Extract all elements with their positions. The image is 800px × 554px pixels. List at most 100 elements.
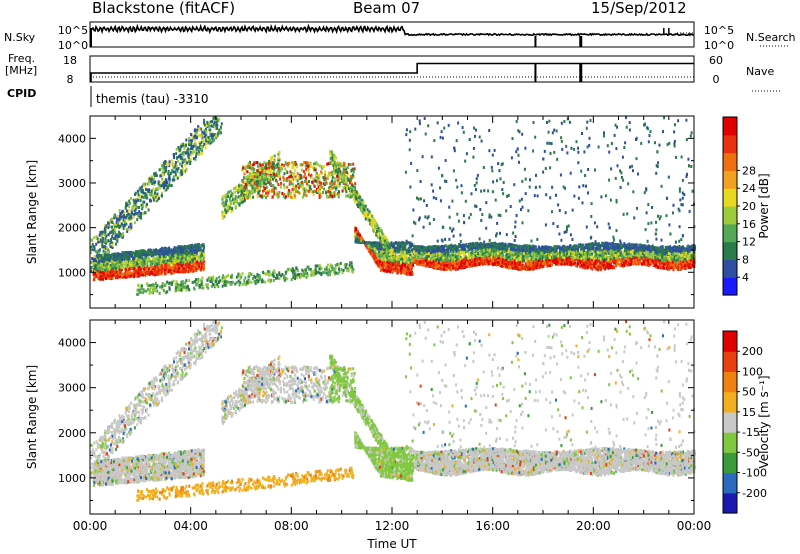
- power-cell: [172, 258, 175, 262]
- power-cell: [480, 250, 483, 253]
- power-cell: [113, 258, 116, 262]
- power-cell: [542, 251, 545, 255]
- power-cell: [93, 278, 96, 281]
- power-cell: [396, 271, 399, 275]
- power-cell: [145, 262, 148, 266]
- power-cell: [542, 264, 545, 268]
- power-cell: [410, 263, 413, 267]
- power-cell: [555, 249, 558, 253]
- power-cell: [689, 266, 692, 270]
- power-cell: [124, 262, 127, 266]
- power-cell: [624, 244, 627, 247]
- power-cell: [198, 261, 201, 265]
- power-cell: [534, 255, 537, 259]
- power-cell: [495, 249, 498, 253]
- power-cell: [537, 262, 540, 265]
- power-cell: [187, 270, 190, 274]
- power-cell: [678, 254, 681, 258]
- power-cell: [138, 251, 141, 255]
- power-cell: [533, 258, 536, 262]
- power-cell: [626, 249, 629, 253]
- power-cell: [126, 251, 129, 255]
- power-cell: [511, 252, 514, 256]
- power-cell: [596, 252, 599, 256]
- power-cell: [623, 242, 626, 246]
- power-cell: [674, 248, 677, 252]
- power-cell: [465, 245, 468, 248]
- power-cell: [491, 253, 494, 257]
- power-cell: [463, 243, 466, 247]
- power-cell: [173, 252, 176, 256]
- power-cell: [197, 267, 200, 270]
- power-cell: [158, 266, 161, 270]
- power-cell: [199, 268, 202, 272]
- power-cell: [444, 253, 446, 257]
- power-cell: [518, 263, 521, 267]
- power-cell: [200, 259, 203, 263]
- power-cell: [463, 258, 465, 261]
- power-cell: [143, 268, 146, 272]
- noise-sky-line: [89, 23, 695, 37]
- power-cell: [423, 263, 426, 267]
- power-cell: [160, 261, 163, 264]
- power-cell: [139, 253, 142, 257]
- power-cell: [491, 258, 494, 262]
- noise-left-tick: 10^0: [58, 39, 88, 52]
- power-cell: [97, 269, 100, 273]
- power-cell: [505, 256, 507, 260]
- power-cell: [203, 260, 206, 264]
- power-cell: [131, 253, 134, 257]
- power-cell: [127, 253, 130, 257]
- power-cell: [404, 245, 407, 249]
- power-cell: [627, 263, 630, 267]
- freq-panel-frame: [89, 55, 695, 83]
- power-cell: [383, 258, 386, 262]
- power-cell: [196, 256, 199, 260]
- power-cell: [541, 245, 544, 249]
- power-cell: [461, 266, 464, 270]
- power-cell: [531, 265, 534, 269]
- power-cell: [153, 273, 156, 277]
- power-cell: [551, 254, 554, 258]
- power-cell: [153, 252, 156, 255]
- power-cell: [162, 268, 165, 272]
- power-cell: [609, 262, 612, 266]
- power-cell: [498, 256, 501, 260]
- power-cell: [428, 259, 431, 263]
- power-cell: [195, 258, 198, 262]
- power-cell: [142, 270, 145, 274]
- power-cell: [625, 257, 628, 261]
- power-cell: [542, 262, 544, 266]
- power-cell: [572, 251, 575, 255]
- power-cell: [599, 261, 602, 265]
- power-cell: [587, 265, 589, 269]
- power-cell: [380, 248, 383, 252]
- power-cell: [356, 229, 359, 233]
- power-cell: [496, 246, 499, 250]
- power-cell: [171, 253, 174, 257]
- power-cell: [178, 250, 181, 253]
- power-cell: [198, 247, 201, 251]
- power-cell: [683, 266, 686, 270]
- power-cell: [624, 246, 627, 249]
- power-cell: [510, 246, 513, 250]
- power-cell: [582, 265, 585, 269]
- power-cell: [437, 261, 440, 265]
- power-cell: [381, 252, 384, 256]
- power-cell: [424, 250, 427, 254]
- power-cell: [591, 267, 594, 271]
- power-cell: [674, 263, 677, 267]
- power-cell: [379, 269, 382, 273]
- power-cell: [120, 262, 123, 266]
- power-cell: [575, 247, 578, 251]
- power-cell: [426, 264, 429, 268]
- power-cell: [418, 263, 421, 266]
- power-cell: [409, 271, 412, 275]
- power-cell: [408, 251, 411, 255]
- power-cell: [467, 243, 470, 246]
- power-cell: [400, 250, 403, 254]
- power-cell: [452, 259, 455, 263]
- power-cell: [375, 260, 378, 264]
- power-cell: [391, 269, 394, 273]
